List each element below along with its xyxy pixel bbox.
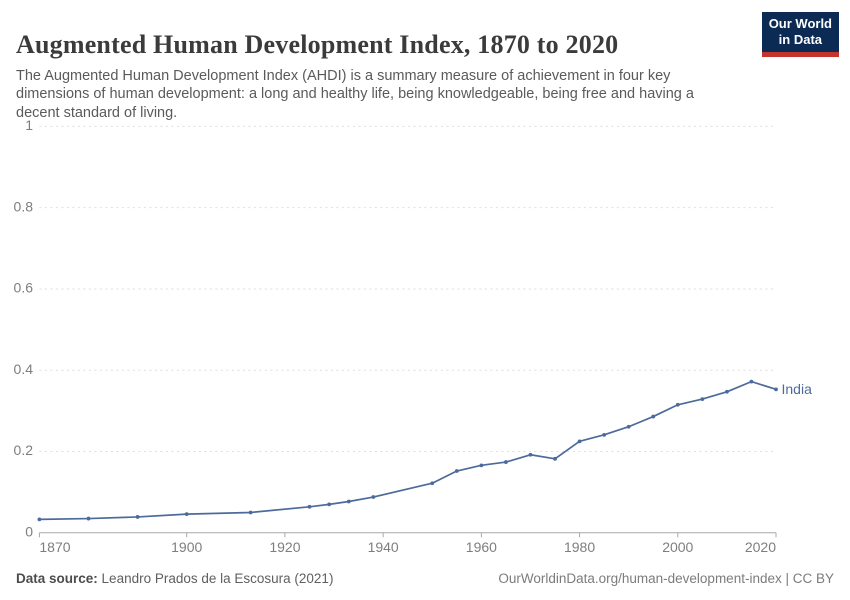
y-tick-label: 1 bbox=[25, 117, 33, 133]
data-point bbox=[504, 460, 508, 464]
data-point bbox=[37, 517, 42, 522]
data-source-label: Data source: bbox=[16, 571, 98, 586]
x-tick-label: 2020 bbox=[745, 539, 776, 555]
data-point bbox=[307, 504, 312, 509]
data-point bbox=[454, 469, 459, 473]
data-source-value: Leandro Prados de la Escosura (2021) bbox=[101, 571, 334, 586]
data-point bbox=[371, 495, 376, 499]
data-point bbox=[749, 379, 754, 384]
y-tick-label: 0.2 bbox=[14, 442, 34, 458]
series-line-india bbox=[38, 380, 777, 521]
data-point bbox=[528, 452, 533, 457]
data-point bbox=[626, 424, 631, 429]
data-point bbox=[700, 397, 705, 401]
data-point bbox=[602, 432, 607, 437]
chart-title: Augmented Human Development Index, 1870 … bbox=[16, 30, 619, 60]
owid-logo: Our World in Data bbox=[761, 12, 839, 57]
data-source-note: Data source: Leandro Prados de la Escosu… bbox=[16, 571, 333, 586]
owid-logo-line2: in Data bbox=[778, 32, 823, 48]
x-tick-label: 1870 bbox=[39, 539, 70, 555]
x-tick-label: 1920 bbox=[269, 539, 300, 555]
y-tick-label: 0.8 bbox=[14, 198, 34, 214]
data-point bbox=[553, 456, 557, 461]
data-point bbox=[86, 516, 91, 521]
data-point bbox=[346, 499, 351, 504]
x-tick-label: 2000 bbox=[662, 539, 693, 555]
x-tick-label: 1900 bbox=[171, 539, 202, 555]
license-link[interactable]: OurWorldinData.org/human-development-ind… bbox=[498, 571, 834, 586]
owid-logo-line1: Our World bbox=[768, 16, 832, 31]
data-point bbox=[479, 463, 484, 468]
data-point bbox=[135, 515, 140, 519]
data-point bbox=[430, 481, 435, 486]
data-point bbox=[675, 402, 680, 407]
chart-subtitle: The Augmented Human Development Index (A… bbox=[16, 67, 694, 122]
x-tick-label: 1940 bbox=[368, 539, 399, 555]
data-point bbox=[248, 510, 253, 515]
data-point bbox=[184, 512, 189, 517]
series-label-india: India bbox=[782, 381, 813, 397]
data-point bbox=[577, 439, 582, 444]
y-tick-label: 0.4 bbox=[14, 361, 34, 377]
data-point bbox=[651, 414, 656, 419]
x-tick-label: 1960 bbox=[466, 539, 497, 555]
y-tick-label: 0.6 bbox=[14, 280, 34, 296]
y-tick-label: 0 bbox=[25, 524, 33, 540]
data-point bbox=[327, 502, 332, 507]
x-tick-label: 1980 bbox=[564, 539, 595, 555]
data-point bbox=[774, 387, 778, 392]
data-point bbox=[724, 389, 729, 394]
